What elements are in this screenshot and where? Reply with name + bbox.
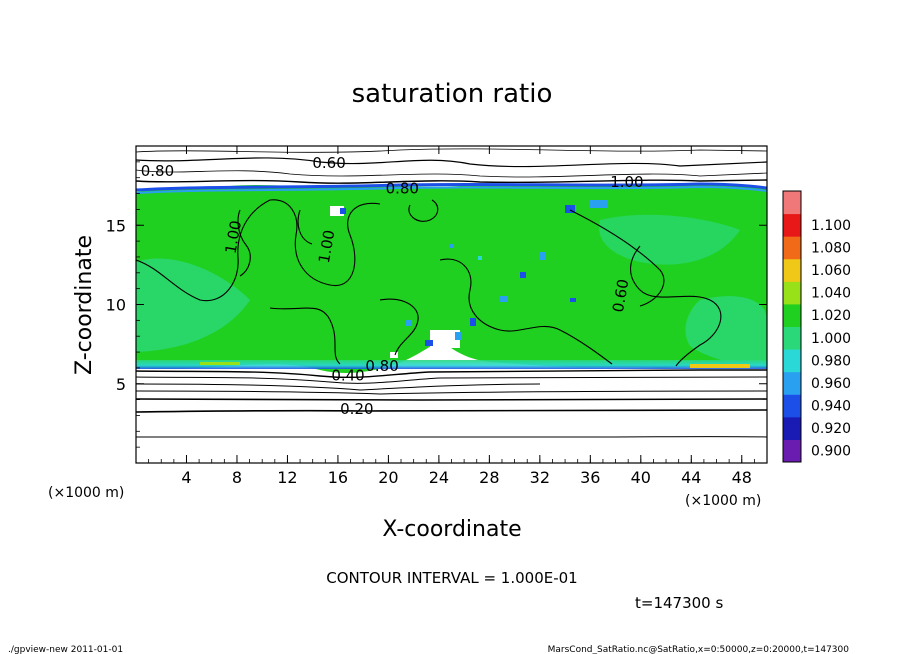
x-tick-label: 8: [232, 468, 242, 487]
colorbar-swatch: [783, 303, 801, 327]
contour-interval-text: CONTOUR INTERVAL = 1.000E-01: [326, 569, 577, 587]
x-axis-ticks: 4 8 12 16 20 24 28 32 36 40 44 48: [148, 146, 755, 487]
contour-label: 0.80: [141, 162, 174, 180]
colorbar-swatch: [783, 236, 801, 260]
x-tick-label: 24: [429, 468, 449, 487]
colorbar-level-label: 1.040: [811, 286, 851, 302]
y-tick-label: 5: [116, 375, 126, 394]
colorbar: [782, 190, 802, 463]
colorbar-swatch: [783, 258, 801, 282]
colorbar-swatch: [783, 371, 801, 395]
colorbar-level-label: 0.960: [811, 376, 851, 392]
time-text: t=147300 s: [635, 594, 723, 612]
plot-area: [136, 146, 767, 463]
contour-label: 0.80: [386, 180, 419, 198]
colorbar-level-label: 1.020: [811, 308, 851, 324]
colorbar-level-label: 0.900: [811, 444, 851, 460]
x-axis-label: X-coordinate: [382, 517, 521, 542]
x-tick-label: 28: [479, 468, 499, 487]
x-tick-label: 16: [328, 468, 348, 487]
colorbar-labels: 0.900 0.920 0.940 0.960 0.980 1.000 1.020 1.040…: [811, 218, 851, 460]
x-tick-label: 12: [277, 468, 297, 487]
contour-label: 1.00: [222, 219, 246, 255]
x-tick-label: 32: [530, 468, 550, 487]
x-tick-label: 20: [378, 468, 398, 487]
colorbar-swatch: [783, 416, 801, 440]
colorbar-level-label: 1.060: [811, 263, 851, 279]
saturated-patch: [136, 258, 250, 352]
contour-label: 0.80: [365, 357, 398, 375]
x-tick-label: 4: [181, 468, 191, 487]
contour-label: 1.00: [315, 229, 339, 265]
y-axis-label: Z-coordinate: [72, 235, 97, 375]
colorbar-frame: [782, 190, 802, 463]
colorbar-level-label: 1.000: [811, 331, 851, 347]
supersaturated-streak: [200, 362, 240, 365]
colorbar-swatch: [783, 281, 801, 305]
footer-right: MarsCond_SatRatio.nc@SatRatio,x=0:50000,…: [548, 645, 850, 654]
x-tick-label: 44: [681, 468, 701, 487]
colorbar-level-label: 1.080: [811, 240, 851, 256]
contour-label: 0.20: [340, 400, 373, 418]
colorbar-swatch: [783, 439, 801, 463]
footer-left: ./gpview-new 2011-01-01: [8, 645, 123, 654]
contour-label: 0.40: [331, 367, 364, 385]
x-tick-label: 36: [580, 468, 600, 487]
colorbar-level-label: 0.920: [811, 421, 851, 437]
colorbar-swatch: [783, 349, 801, 373]
x-tick-label: 40: [631, 468, 651, 487]
contour-label: 0.60: [609, 278, 633, 314]
y-tick-label: 10: [106, 296, 126, 315]
colorbar-level-label: 1.100: [811, 218, 851, 234]
y-axis-ticks: 5 10 15: [106, 161, 767, 448]
y-tick-label: 15: [106, 216, 126, 235]
x-tick-label: 48: [732, 468, 752, 487]
colorbar-level-label: 0.940: [811, 399, 851, 415]
colorbar-swatch: [783, 394, 801, 418]
noise-patches: [330, 200, 608, 358]
colorbar-swatch: [783, 191, 801, 215]
x-unit-label: (×1000 m): [685, 493, 761, 509]
colorbar-swatch: [783, 213, 801, 237]
chart-title: saturation ratio: [352, 79, 553, 109]
upper-boundary-fringe: [136, 182, 767, 192]
colorbar-level-label: 0.980: [811, 353, 851, 369]
lower-boundary-band: [136, 360, 767, 369]
supersaturated-streak: [690, 364, 750, 368]
contour-label: 0.60: [312, 154, 345, 172]
upper-boundary-fringe: [136, 185, 767, 194]
z-unit-label: (×1000 m): [48, 485, 124, 501]
colorbar-swatch: [783, 326, 801, 350]
contour-label: 1.00: [610, 173, 643, 191]
contour-lines: [136, 148, 767, 438]
saturated-patch: [685, 296, 767, 366]
contour-labels: 0.600.800.80 1.001.00 1.000.600.800.400.20: [141, 154, 644, 418]
saturated-patch: [599, 214, 740, 265]
